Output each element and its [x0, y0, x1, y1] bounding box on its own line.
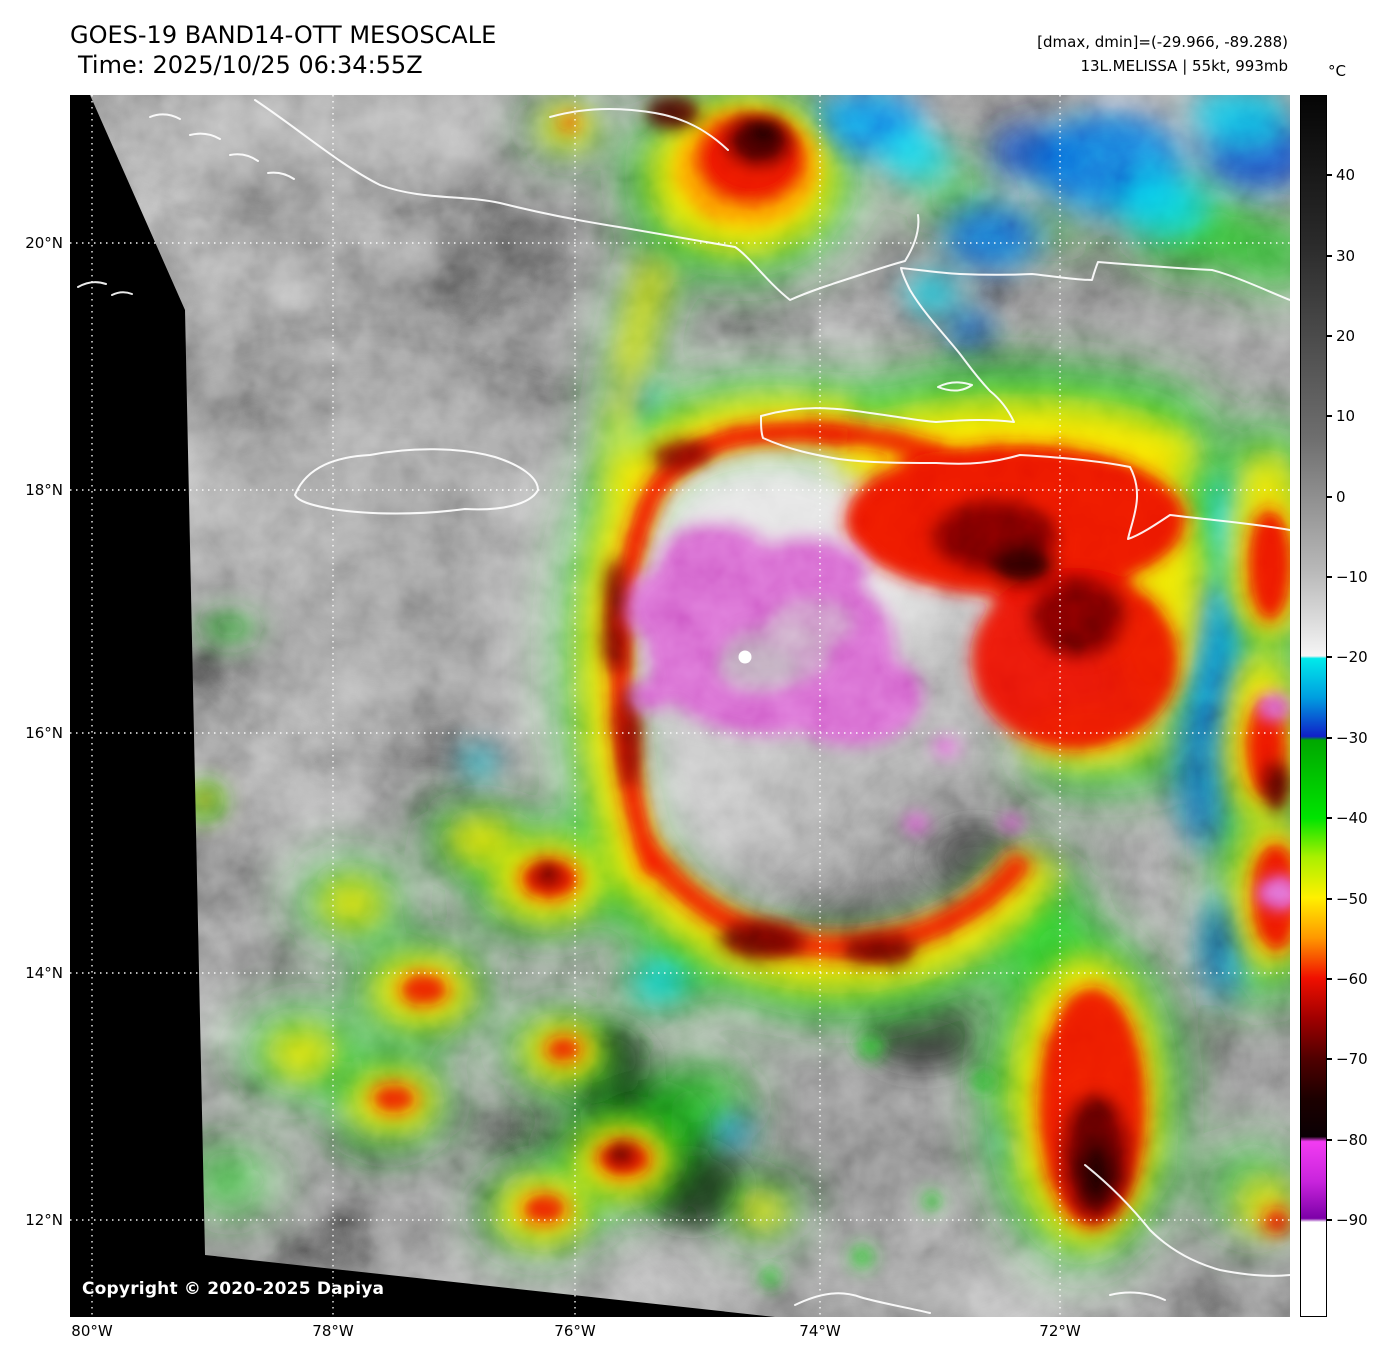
colorbar-tick: −70: [1327, 1050, 1368, 1068]
timestamp: Time: 2025/10/25 06:34:55Z: [78, 51, 423, 79]
satellite-image: [70, 95, 1290, 1317]
colorbar-tick-label: −70: [1336, 1050, 1368, 1068]
coastline-hispaniola-south: [760, 415, 1290, 540]
colorbar-tickmark: [1327, 898, 1332, 900]
colorbar-tick-label: −20: [1336, 648, 1368, 666]
lon-label-76w: 76°W: [554, 1322, 596, 1340]
title-block: GOES-19 BAND14-OTT MESOSCALE Time: 2025/…: [70, 20, 496, 80]
colorbar-tick: −90: [1327, 1211, 1368, 1229]
colorbar-tick-label: 10: [1336, 407, 1356, 425]
colorbar-tick-label: 40: [1336, 166, 1356, 184]
lon-label-78w: 78°W: [312, 1322, 354, 1340]
colorbar-tickmark: [1327, 335, 1332, 337]
coastline-hispaniola-north: [760, 261, 1290, 423]
lat-label-20n: 20°N: [25, 234, 63, 252]
colorbar-tick-label: 20: [1336, 327, 1356, 345]
colorbar-tickmark: [1327, 1058, 1332, 1060]
copyright-notice: Copyright © 2020-2025 Dapiya: [82, 1279, 385, 1299]
colorbar-unit: °C: [1328, 62, 1346, 80]
colorbar-tick: 20: [1327, 327, 1355, 345]
colorbar-tick: 0: [1327, 488, 1346, 506]
coastline-south-america: [1084, 1164, 1290, 1277]
colorbar-tick: −20: [1327, 648, 1368, 666]
colorbar-tick-label: 30: [1336, 247, 1356, 265]
colorbar-tick-label: 0: [1336, 488, 1346, 506]
colorbar-tick: 10: [1327, 407, 1355, 425]
lon-label-74w: 74°W: [799, 1322, 841, 1340]
coastline-cuba: [254, 99, 920, 301]
colorbar-tick-label: −50: [1336, 890, 1368, 908]
colorbar-tick: −60: [1327, 970, 1368, 988]
satellite-map: Copyright © 2020-2025 Dapiya: [70, 95, 1290, 1317]
colorbar-tickmark: [1327, 576, 1332, 578]
colorbar-tickmark: [1327, 1219, 1332, 1221]
lat-label-12n: 12°N: [25, 1211, 63, 1229]
cloud-texture-overlay: [90, 95, 1290, 1317]
colorbar-tick: −80: [1327, 1131, 1368, 1149]
colorbar-tick: −10: [1327, 568, 1368, 586]
colorbar-tickmark: [1327, 174, 1332, 176]
colorbar-tickmark: [1327, 978, 1332, 980]
dmax-dmin-readout: [dmax, dmin]=(-29.966, -89.288): [1037, 33, 1288, 51]
lon-label-80w: 80°W: [71, 1322, 113, 1340]
cloud-field: [90, 95, 1290, 1317]
product-title: GOES-19 BAND14-OTT MESOSCALE: [70, 21, 497, 49]
colorbar-tick: −40: [1327, 809, 1368, 827]
storm-info-readout: 13L.MELISSA | 55kt, 993mb: [1080, 57, 1288, 75]
colorbar-tick-label: −30: [1336, 729, 1368, 747]
colorbar-tickmark: [1327, 817, 1332, 819]
colorbar-tickmark: [1327, 255, 1332, 257]
colorbar-tick-label: −80: [1336, 1131, 1368, 1149]
colorbar-tick-label: −10: [1336, 568, 1368, 586]
colorbar-tickmark: [1327, 496, 1332, 498]
colorbar-tick-label: −90: [1336, 1211, 1368, 1229]
colorbar-tick: 40: [1327, 166, 1355, 184]
colorbar-tickmark: [1327, 415, 1332, 417]
colorbar-tick-label: −40: [1336, 809, 1368, 827]
colorbar-tick: −30: [1327, 729, 1368, 747]
colorbar-tick: 30: [1327, 247, 1355, 265]
lon-label-72w: 72°W: [1039, 1322, 1081, 1340]
colorbar-tick: −50: [1327, 890, 1368, 908]
lat-label-16n: 16°N: [25, 724, 63, 742]
colorbar-tickmark: [1327, 656, 1332, 658]
meta-block: [dmax, dmin]=(-29.966, -89.288) 13L.MELI…: [1037, 30, 1288, 78]
colorbar-tickmark: [1327, 737, 1332, 739]
lat-label-18n: 18°N: [25, 481, 63, 499]
lat-label-14n: 14°N: [25, 964, 63, 982]
colorbar-tickmark: [1327, 1139, 1332, 1141]
colorbar-tick-label: −60: [1336, 970, 1368, 988]
colorbar: [1300, 95, 1327, 1317]
